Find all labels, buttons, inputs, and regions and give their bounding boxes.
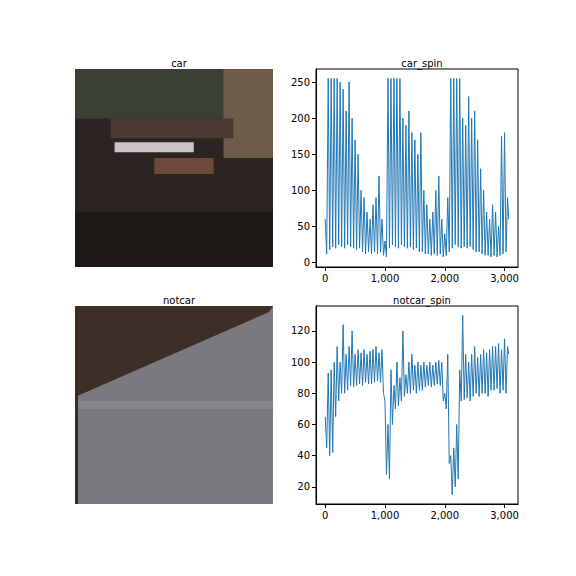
svg-text:40: 40 bbox=[297, 450, 310, 461]
svg-text:150: 150 bbox=[291, 149, 310, 160]
svg-text:100: 100 bbox=[291, 185, 310, 196]
svg-text:100: 100 bbox=[291, 357, 310, 368]
svg-text:80: 80 bbox=[297, 388, 310, 399]
svg-text:3,000: 3,000 bbox=[490, 510, 519, 521]
svg-text:60: 60 bbox=[297, 419, 310, 430]
svg-text:1,000: 1,000 bbox=[371, 510, 400, 521]
svg-text:1,000: 1,000 bbox=[371, 273, 400, 284]
svg-text:200: 200 bbox=[291, 113, 310, 124]
svg-text:notcar: notcar bbox=[163, 295, 196, 306]
svg-text:0: 0 bbox=[322, 510, 328, 521]
svg-text:2,000: 2,000 bbox=[430, 510, 459, 521]
svg-text:50: 50 bbox=[297, 221, 310, 232]
svg-text:notcar_spin: notcar_spin bbox=[393, 295, 451, 307]
svg-text:250: 250 bbox=[291, 77, 310, 88]
svg-text:0: 0 bbox=[304, 257, 310, 268]
svg-text:2,000: 2,000 bbox=[430, 273, 459, 284]
svg-text:20: 20 bbox=[297, 481, 310, 492]
svg-text:car_spin: car_spin bbox=[401, 58, 442, 70]
svg-text:0: 0 bbox=[322, 273, 328, 284]
svg-text:car: car bbox=[171, 58, 188, 69]
svg-text:120: 120 bbox=[291, 325, 310, 336]
svg-text:3,000: 3,000 bbox=[490, 273, 519, 284]
